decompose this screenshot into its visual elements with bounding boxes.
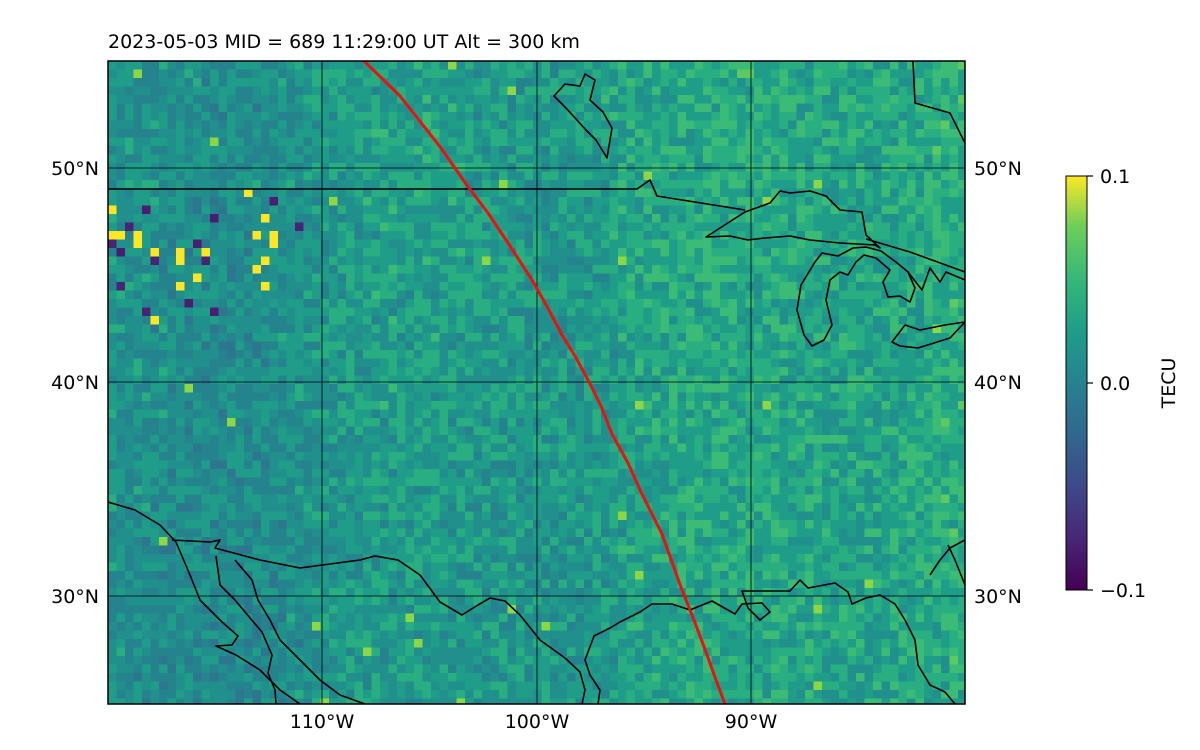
hudson-bay-coast (553, 73, 613, 159)
colorbar: 0.1 0.0 −0.1 TECU (1065, 166, 1180, 602)
plot-title: 2023-05-03 MID = 689 11:29:00 UT Alt = 3… (108, 31, 580, 53)
us-canada-border (108, 179, 746, 211)
lat-labels-right: 50°N 40°N 30°N (974, 158, 1022, 608)
colorbar-gradient (1065, 175, 1088, 591)
gulf-of-california-east (215, 555, 277, 704)
map-frame (107, 60, 966, 705)
canada-border-east (865, 238, 965, 273)
mainland-pacific-coast (234, 559, 366, 704)
georgian-bay (907, 267, 965, 291)
lon-label-110w: 110°W (290, 711, 355, 733)
us-mexico-border (171, 539, 586, 704)
lon-label-90w: 90°W (725, 711, 778, 733)
lake-michigan-huron (796, 246, 916, 347)
colorbar-label: TECU (1158, 358, 1180, 410)
lon-labels: 110°W 100°W 90°W (290, 711, 778, 733)
lat-label-30n: 30°N (51, 586, 99, 608)
atlantic-coast (929, 539, 965, 576)
lon-label-100w: 100°W (505, 711, 570, 733)
florida-coast (947, 544, 965, 586)
lat-label-40n: 40°N (51, 372, 99, 394)
lake-erie (891, 321, 965, 349)
lat-label-30n-right: 30°N (974, 586, 1022, 608)
tec-cells (108, 61, 965, 704)
hudson-bay-east-coast (912, 61, 965, 144)
lat-labels-left: 50°N 40°N 30°N (51, 158, 99, 608)
lat-label-50n-right: 50°N (974, 158, 1022, 180)
lat-label-40n-right: 40°N (974, 372, 1022, 394)
lake-superior (705, 190, 881, 249)
coastlines (108, 61, 965, 704)
gulf-coast (584, 579, 956, 704)
colorbar-tick-label-max: 0.1 (1100, 166, 1130, 188)
map-panel (108, 61, 965, 704)
colorbar-tick-label-min: −0.1 (1100, 580, 1146, 602)
graticule (108, 61, 965, 704)
baja-pacific-coast (108, 501, 301, 704)
satellite-track (362, 61, 727, 704)
lat-label-50n: 50°N (51, 158, 99, 180)
colorbar-tick-label-zero: 0.0 (1100, 373, 1130, 395)
